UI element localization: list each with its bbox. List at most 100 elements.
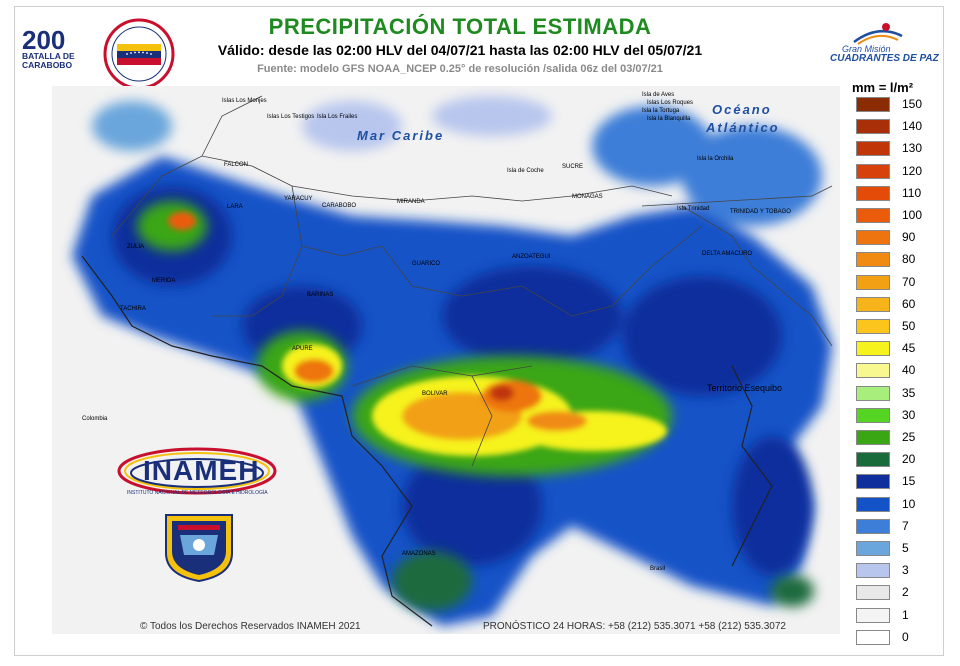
label-sucre: SUCRE <box>562 164 584 170</box>
legend-value: 130 <box>902 141 923 156</box>
legend-swatch <box>856 452 890 468</box>
legend-value: 10 <box>902 496 916 511</box>
label-brasil: Brasil <box>650 566 666 572</box>
legend-value: 100 <box>902 208 923 222</box>
legend-row: 50 <box>856 318 940 335</box>
legend-value: 90 <box>902 230 916 245</box>
legend-row: 1 <box>856 607 940 624</box>
caribbean-sea-label: Mar Caribe <box>357 128 445 143</box>
label-falcon: FALCON <box>224 162 249 168</box>
legend-value: 140 <box>902 119 923 134</box>
legend-swatch <box>856 407 890 423</box>
label-delta: DELTA AMACURO <box>702 251 753 257</box>
legend-value: 1 <box>902 607 909 622</box>
legend-swatch <box>856 185 890 201</box>
inameh-wordmark: INAMEH <box>143 455 260 486</box>
legend-swatch <box>856 629 890 645</box>
legend-row: 80 <box>856 251 940 268</box>
legend-swatch <box>856 518 890 534</box>
label-colombia: Colombia <box>82 416 108 422</box>
legend-row: 70 <box>856 274 940 291</box>
forecast-contact: PRONÓSTICO 24 HORAS: +58 (212) 535.3071 … <box>483 621 786 632</box>
legend-swatch <box>856 496 890 512</box>
gran-mision-line-1: Gran Misión <box>842 44 891 54</box>
legend-row: 150 <box>856 96 940 113</box>
label-anzoategui: ANZOATEGUI <box>512 254 551 260</box>
legend-row: 130 <box>856 140 940 157</box>
label-los-frailes: Isla Los Frailes <box>317 114 358 120</box>
legend-value: 150 <box>902 97 923 111</box>
legend-row: 120 <box>856 163 940 180</box>
legend-row: 5 <box>856 540 940 557</box>
legend-value: 45 <box>902 341 916 356</box>
bicentenario-number: 200 <box>22 25 66 55</box>
legend-swatch <box>856 141 890 157</box>
military-emblem-icon <box>165 514 233 583</box>
legend-value: 30 <box>902 407 916 422</box>
legend-swatch <box>856 430 890 445</box>
inameh-logo: INAMEH INSTITUTO NACIONAL DE METEOROLOGÍ… <box>115 443 280 498</box>
legend-value: 7 <box>902 518 909 533</box>
state-borders <box>111 95 833 467</box>
label-trinidad-tobago: TRINIDAD Y TOBAGO <box>730 209 791 215</box>
legend-value: 50 <box>902 319 916 333</box>
label-yaracuy: YARACUY <box>284 196 313 202</box>
legend-swatch <box>856 163 890 179</box>
label-isla-aves: Isla de Aves <box>642 92 675 98</box>
legend-row: 15 <box>856 473 940 490</box>
legend-row: 35 <box>856 385 940 402</box>
legend-value: 3 <box>902 563 909 578</box>
label-merida: MERIDA <box>152 278 176 284</box>
legend-swatch <box>856 208 890 223</box>
legend-swatch <box>856 252 890 268</box>
bicentenario-logo: 200 BATALLA DE CARABOBO <box>22 25 92 72</box>
data-source: Fuente: modelo GFS NOAA_NCEP 0.25° de re… <box>257 63 663 75</box>
legend-value: 40 <box>902 363 916 378</box>
country-border <box>81 255 773 627</box>
bicentenario-text-1: BATALLA DE <box>22 51 75 61</box>
legend-swatch <box>856 97 890 112</box>
label-guarico: GUARICO <box>412 261 441 267</box>
legend-swatch <box>856 541 890 556</box>
legend-swatch <box>856 385 890 401</box>
validity-period: Válido: desde las 02:00 HLV del 04/07/21… <box>217 42 703 58</box>
page-title: PRECIPITACIÓN TOTAL ESTIMADA <box>268 14 652 39</box>
legend-swatch <box>856 274 890 290</box>
legend-swatch <box>856 296 890 312</box>
precip-heavy-layer <box>168 212 667 456</box>
legend-value: 35 <box>902 385 916 400</box>
legend-row: 0 <box>856 629 940 646</box>
legend-swatch <box>856 230 890 246</box>
bicentenario-text-2: CARABOBO <box>22 60 73 70</box>
legend-value: 120 <box>902 163 923 178</box>
label-los-testigos: Islas Los Testigos <box>267 114 315 120</box>
label-barinas: BARINAS <box>307 292 334 298</box>
label-zulia: ZULIA <box>127 244 145 250</box>
legend-value: 15 <box>902 474 916 489</box>
legend-value: 5 <box>902 541 909 555</box>
legend-value: 60 <box>902 296 916 311</box>
territory-label: Territorio Esequibo <box>707 383 783 393</box>
legend-value: 20 <box>902 452 916 467</box>
legend-row: 60 <box>856 296 940 313</box>
government-seal-icon <box>103 18 175 90</box>
legend-value: 2 <box>902 585 909 600</box>
label-tachira: TACHIRA <box>120 306 146 312</box>
legend-swatch <box>856 119 890 135</box>
label-isla-coche: Isla de Coche <box>507 168 544 174</box>
label-los-monjes: Islas Los Monjes <box>222 98 267 104</box>
label-monagas: MONAGAS <box>572 194 603 200</box>
label-isla-tortuga: Isla la Tortuga <box>642 108 680 114</box>
legend-row: 2 <box>856 584 940 601</box>
legend-value: 0 <box>902 629 909 644</box>
copyright-notice: © Todos los Derechos Reservados INAMEH 2… <box>140 621 361 632</box>
legend-swatch <box>856 563 890 579</box>
inameh-swoosh-icon <box>117 447 277 495</box>
legend-row: 30 <box>856 407 940 424</box>
label-los-roques: Islas Los Roques <box>647 100 694 106</box>
gran-mision-line-2: CUADRANTES DE PAZ <box>830 53 939 64</box>
label-isla-trinidad: Isla Trinidad <box>677 206 710 212</box>
legend-value: 80 <box>902 252 916 267</box>
label-isla-orchila: Isla la Orchila <box>697 156 734 162</box>
legend-value: 110 <box>902 185 922 200</box>
